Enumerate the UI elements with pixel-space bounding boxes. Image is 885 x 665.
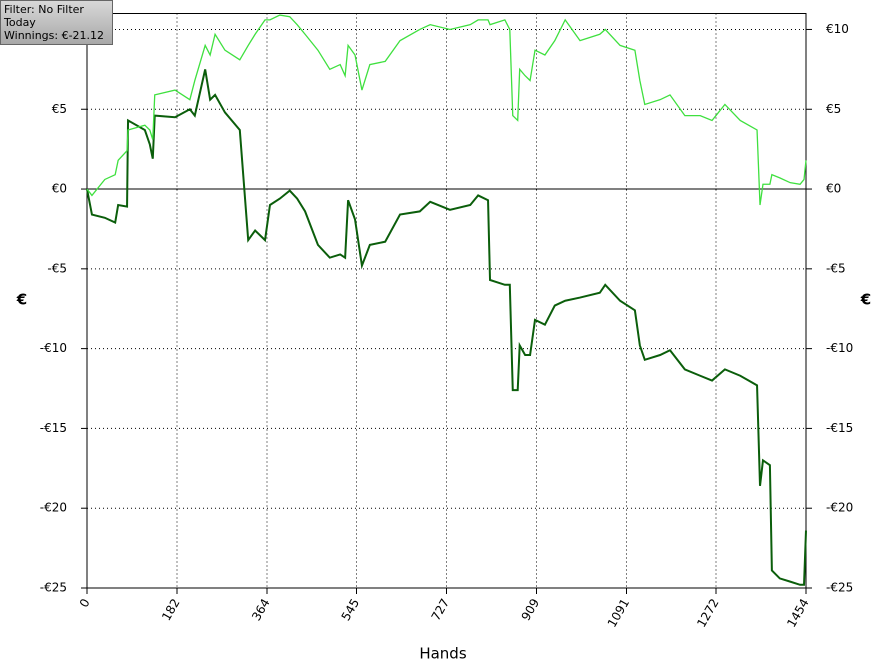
x-tick-label: 364 [249, 596, 273, 623]
y-tick-label: -€10 [40, 341, 67, 355]
x-tick-label: 909 [519, 596, 543, 623]
y-tick-label: -€5 [47, 261, 67, 275]
y-tick-label: -€15 [40, 421, 67, 435]
series-line [86, 14, 807, 206]
y2-axis-label: € [860, 291, 871, 309]
y-tick-label: €5 [52, 102, 67, 116]
y2-tick-label: -€20 [826, 501, 853, 515]
winnings-text: Winnings: €-21.12 [4, 29, 105, 42]
y2-tick-label: -€25 [826, 581, 853, 595]
filter-text: Filter: No Filter [4, 3, 84, 16]
x-tick-label: 1454 [784, 596, 811, 629]
period-text: Today [4, 16, 36, 29]
x-tick-label: 0 [77, 596, 93, 610]
x-tick-label: 545 [339, 596, 363, 623]
y2-tick-label: -€15 [826, 421, 853, 435]
y-tick-label: -€25 [40, 581, 67, 595]
y-tick-label: €0 [52, 182, 67, 196]
x-axis-label: Hands [419, 645, 466, 663]
x-tick-label: 1272 [694, 596, 721, 629]
y2-tick-label: -€5 [826, 261, 846, 275]
info-box: Filter: No Filter Today Winnings: €-21.1… [0, 0, 113, 45]
series-line [86, 69, 807, 586]
y-axis-label: € [16, 291, 27, 309]
x-tick-label: 727 [429, 596, 453, 623]
x-tick-label: 1091 [605, 596, 632, 629]
y2-tick-label: €5 [826, 102, 841, 116]
y-tick-label: -€20 [40, 501, 67, 515]
y2-tick-label: €10 [826, 22, 849, 36]
y2-tick-label: -€10 [826, 341, 853, 355]
y2-tick-label: €0 [826, 182, 841, 196]
x-tick-label: 182 [159, 596, 183, 623]
